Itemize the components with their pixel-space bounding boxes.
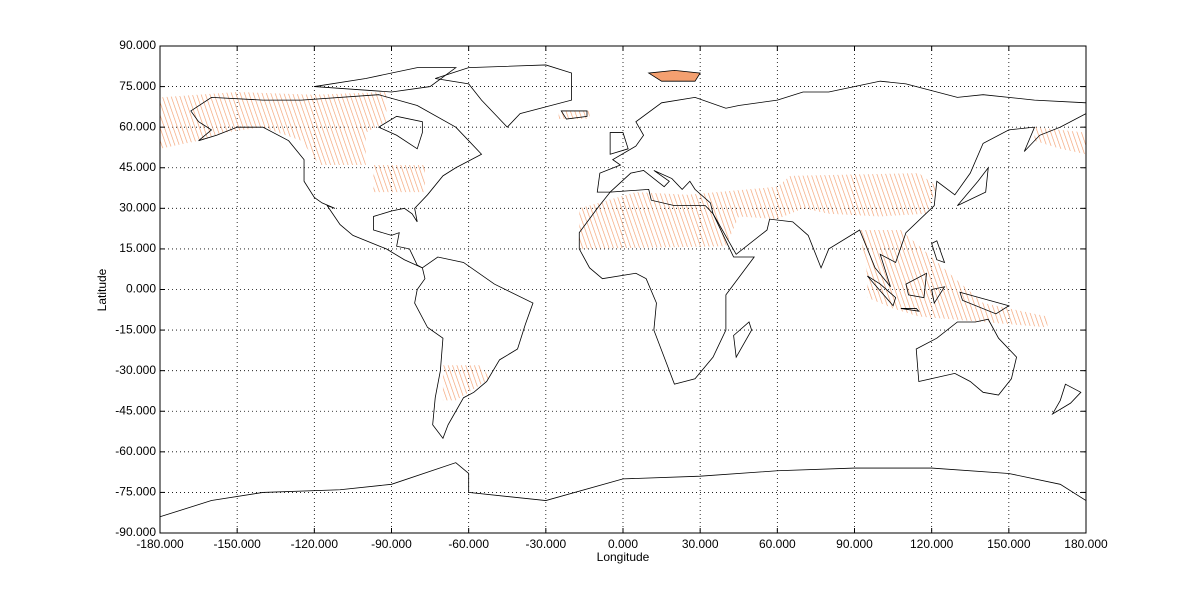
y-tick-label: -75.000	[115, 485, 156, 499]
y-tick-label: 15.000	[119, 241, 156, 255]
coastline	[597, 81, 1086, 287]
coastline	[1053, 384, 1081, 414]
y-axis-label: Latitude	[95, 268, 109, 311]
region	[160, 91, 387, 166]
y-tick-label: 75.000	[119, 79, 156, 93]
y-tick-label: -15.000	[115, 322, 156, 336]
coastline	[867, 241, 1008, 314]
coastline	[561, 111, 587, 119]
coastline	[314, 68, 455, 92]
coastline	[610, 133, 988, 206]
y-tick-label: 0.000	[126, 282, 156, 296]
y-tick-label: 60.000	[119, 119, 156, 133]
region	[1034, 127, 1086, 155]
y-tick-label: 90.000	[119, 38, 156, 52]
coastline	[734, 322, 752, 357]
y-tick-label: -60.000	[115, 444, 156, 458]
y-tick-label: 45.000	[119, 160, 156, 174]
x-tick-label: -30.000	[525, 537, 566, 551]
x-tick-label: -60.000	[448, 537, 489, 551]
x-tick-label: -180.000	[136, 537, 184, 551]
x-tick-label: 90.000	[836, 537, 873, 551]
coastline	[379, 116, 423, 148]
x-tick-label: 180.000	[1064, 537, 1108, 551]
y-tick-label: -30.000	[115, 363, 156, 377]
coastlines	[160, 65, 1086, 517]
coastline	[435, 65, 571, 127]
region	[442, 365, 490, 401]
x-tick-label: -120.000	[291, 537, 339, 551]
x-tick-label: -150.000	[213, 537, 261, 551]
region	[373, 165, 425, 193]
coastline	[415, 257, 533, 438]
coastline	[916, 319, 1016, 395]
x-tick-label: 30.000	[682, 537, 719, 551]
region	[859, 229, 1048, 328]
region	[648, 70, 701, 82]
coastline	[160, 463, 1086, 517]
y-tick-label: 30.000	[119, 201, 156, 215]
coastline	[579, 189, 754, 384]
x-axis-label: Longitude	[597, 550, 650, 564]
x-tick-label: -90.000	[371, 537, 412, 551]
region	[579, 173, 937, 249]
coastline	[191, 95, 482, 268]
x-tick-label: 150.000	[987, 537, 1031, 551]
x-tick-label: 120.000	[910, 537, 954, 551]
coastline	[649, 70, 700, 81]
y-tick-label: -45.000	[115, 403, 156, 417]
hatched-regions	[160, 70, 1086, 401]
map-layer	[160, 65, 1086, 517]
y-tick-label: -90.000	[115, 525, 156, 539]
x-tick-label: 60.000	[759, 537, 796, 551]
x-tick-label: 0.000	[608, 537, 638, 551]
